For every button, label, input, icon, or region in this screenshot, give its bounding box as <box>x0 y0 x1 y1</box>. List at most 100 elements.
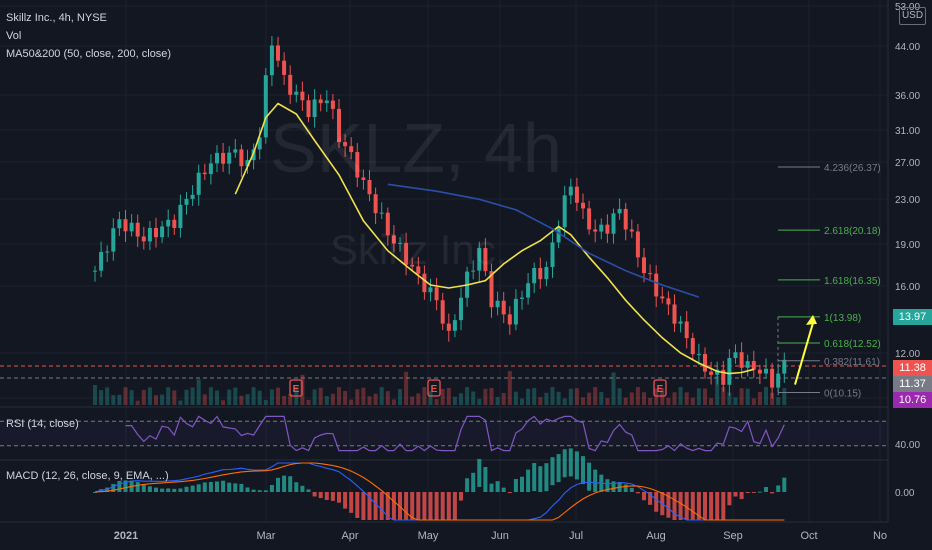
rsi-axis-tick-0: 40.00 <box>895 440 920 451</box>
macd-histogram-bar-60 <box>459 492 463 501</box>
candle-body-77 <box>562 195 567 228</box>
macd-histogram-bar-77 <box>562 449 567 478</box>
currency-button[interactable]: USD <box>899 7 926 25</box>
macd-histogram-bar-49 <box>391 492 396 520</box>
candle-body-30 <box>276 45 280 61</box>
macd-histogram-bar-5 <box>123 480 128 492</box>
volume-bar-72 <box>532 388 537 405</box>
candle-body-103 <box>721 369 726 385</box>
volume-bar-91 <box>648 397 653 405</box>
volume-bar-35 <box>306 399 311 405</box>
candle-body-60 <box>459 297 463 321</box>
volume-bar-62 <box>471 391 476 405</box>
candle-body-25 <box>245 160 250 167</box>
volume-bar-29 <box>269 389 274 405</box>
candle-body-19 <box>208 163 213 175</box>
volume-bar-107 <box>745 388 750 405</box>
candle-body-59 <box>452 320 457 331</box>
candle-body-48 <box>385 212 390 236</box>
macd-histogram-bar-0 <box>93 492 97 493</box>
projection-arrow-shaft <box>794 322 814 385</box>
candle-body-91 <box>648 273 653 275</box>
symbol-title[interactable]: Skillz Inc., 4h, NYSE <box>6 12 107 24</box>
macd-histogram-bar-28 <box>263 490 268 492</box>
ma-indicator-label[interactable]: MA50&200 (50, close, 200, close) <box>6 48 172 60</box>
candle-body-6 <box>129 222 134 232</box>
volume-bar-60 <box>459 393 463 405</box>
macd-histogram-bar-12 <box>166 488 171 492</box>
candle-body-44 <box>361 177 366 180</box>
volume-bar-22 <box>227 389 232 405</box>
earnings-marker-box-1 <box>427 379 441 397</box>
price-axis-tick-7: 16.00 <box>895 282 920 293</box>
volume-bar-21 <box>221 400 226 405</box>
volume-bar-14 <box>178 400 183 405</box>
candle-body-27 <box>257 137 262 150</box>
volume-bar-4 <box>117 394 122 405</box>
candle-body-75 <box>550 242 555 268</box>
macd-histogram-bar-46 <box>373 492 378 520</box>
volume-bar-28 <box>263 400 268 405</box>
candle-body-8 <box>141 236 146 242</box>
macd-histogram-bar-18 <box>202 482 207 492</box>
volume-bar-113 <box>782 388 787 405</box>
macd-histogram-bar-29 <box>269 485 274 492</box>
volume-bar-48 <box>385 391 390 405</box>
candle-body-112 <box>776 373 781 388</box>
candle-body-66 <box>495 300 500 308</box>
time-axis-tick-7: Sep <box>723 530 743 542</box>
macd-histogram-bar-92 <box>654 492 659 512</box>
macd-histogram-bar-45 <box>367 492 372 520</box>
volume-bar-41 <box>343 390 348 405</box>
macd-histogram-bar-15 <box>184 486 189 492</box>
macd-histogram-bar-4 <box>117 480 122 492</box>
macd-histogram-bar-94 <box>666 492 671 518</box>
candle-body-34 <box>300 91 305 101</box>
macd-histogram-bar-95 <box>672 492 677 520</box>
volume-bar-56 <box>434 399 439 405</box>
candle-body-41 <box>343 142 348 147</box>
fibonacci-extension: 4.236(26.37) 2.618(20.18) 1.618(16.35) 1(13… <box>777 163 881 400</box>
macd-histogram-bar-96 <box>678 492 683 520</box>
price-axis-tick-2: 36.00 <box>895 91 920 102</box>
candle-body-72 <box>532 267 537 284</box>
macd-histogram-bar-98 <box>690 492 695 520</box>
macd-histogram-bar-36 <box>312 492 317 497</box>
volume-bar-18 <box>202 394 207 405</box>
macd-histogram-bar-34 <box>300 485 305 492</box>
candle-body-16 <box>190 194 195 199</box>
volume-bar-51 <box>404 371 409 405</box>
volume-bar-98 <box>690 397 695 405</box>
macd-indicator-label[interactable]: MACD (12, 26, close, 9, EMA, ...) <box>6 470 169 482</box>
candle-body-28 <box>263 75 268 138</box>
volume-bar-38 <box>324 396 329 405</box>
macd-histogram-bar-61 <box>465 478 470 492</box>
candle-body-71 <box>526 283 531 298</box>
macd-histogram-bar-55 <box>428 492 433 520</box>
macd-histogram-bar-104 <box>727 492 732 506</box>
volume-bar-20 <box>215 390 219 405</box>
volume-bar-109 <box>757 391 762 405</box>
moving-averages <box>234 102 755 375</box>
candle-body-14 <box>178 204 183 228</box>
rsi-indicator-label[interactable]: RSI (14, close) <box>6 418 79 430</box>
macd-histogram-bar-79 <box>574 451 579 480</box>
candle-body-107 <box>745 361 750 368</box>
candle-body-109 <box>757 369 762 374</box>
volume-bar-19 <box>208 387 213 405</box>
candle-body-49 <box>391 235 396 244</box>
macd-histogram-bar-42 <box>349 492 354 513</box>
macd-histogram-bar-26 <box>251 489 256 492</box>
macd-histogram-bar-3 <box>111 483 116 492</box>
volume-bar-76 <box>556 391 561 405</box>
candle-body-73 <box>538 267 543 280</box>
volume-bar-53 <box>416 393 421 405</box>
candle-body-95 <box>672 304 677 324</box>
volume-bar-80 <box>581 397 585 405</box>
candle-body-108 <box>751 361 756 370</box>
volume-indicator-label[interactable]: Vol <box>6 30 22 42</box>
macd-histogram-bar-35 <box>306 489 311 492</box>
macd-histogram-bar-69 <box>513 479 518 492</box>
volume-bar-16 <box>190 387 195 405</box>
